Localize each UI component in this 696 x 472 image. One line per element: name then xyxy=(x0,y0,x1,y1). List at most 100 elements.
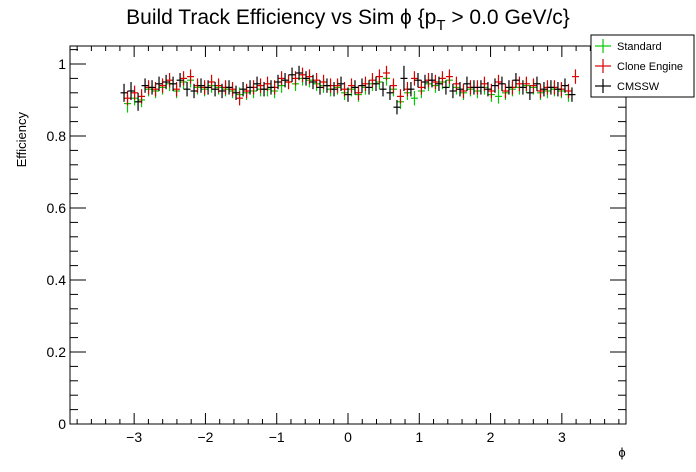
data-point xyxy=(239,82,247,97)
data-point xyxy=(501,83,509,99)
data-point xyxy=(428,73,436,88)
data-point xyxy=(393,100,401,115)
x-tick-label: 1 xyxy=(415,429,423,445)
data-point xyxy=(547,80,555,95)
data-point xyxy=(505,80,513,95)
x-axis-label: ϕ xyxy=(618,445,625,460)
data-point xyxy=(334,78,342,93)
legend-label: CMSSW xyxy=(617,81,660,93)
legend-entry-cmssw: CMSSW xyxy=(595,79,660,93)
data-point xyxy=(515,76,523,91)
data-point xyxy=(166,73,174,88)
data-point xyxy=(442,80,450,95)
data-point xyxy=(330,82,338,97)
data-point xyxy=(197,78,205,93)
data-point xyxy=(438,71,446,86)
data-point xyxy=(452,76,460,91)
data-point xyxy=(540,82,548,97)
data-point xyxy=(431,74,439,90)
y-tick-label: 0 xyxy=(58,416,66,432)
data-point xyxy=(358,78,366,93)
data-point xyxy=(571,69,579,84)
data-point xyxy=(498,76,506,91)
data-point xyxy=(127,82,135,100)
data-point xyxy=(449,83,457,99)
data-point xyxy=(414,73,422,88)
legend-label: Standard xyxy=(617,41,662,53)
data-point xyxy=(120,83,128,102)
data-point xyxy=(368,73,376,88)
data-point xyxy=(246,80,254,95)
data-point xyxy=(204,80,212,95)
data-point xyxy=(260,82,268,97)
data-point xyxy=(148,80,156,95)
data-point xyxy=(208,74,216,90)
data-point xyxy=(410,91,418,106)
data-point xyxy=(344,87,352,102)
data-point xyxy=(225,80,233,95)
y-tick-label: 0.2 xyxy=(47,344,67,360)
data-point xyxy=(211,82,219,97)
data-point xyxy=(320,74,328,90)
data-point xyxy=(243,83,251,99)
data-point xyxy=(494,74,502,90)
data-point xyxy=(176,73,184,88)
data-point xyxy=(365,80,373,95)
data-point xyxy=(494,89,502,104)
data-point xyxy=(169,76,177,91)
data-point xyxy=(361,76,369,91)
data-series xyxy=(120,65,579,115)
x-tick-label: −1 xyxy=(269,429,285,445)
data-point xyxy=(533,76,541,91)
x-tick-label: 3 xyxy=(558,429,566,445)
data-point xyxy=(484,82,492,97)
data-point xyxy=(389,78,397,93)
data-point xyxy=(257,78,265,93)
legend: Standard Clone Engine CMSSW xyxy=(590,34,695,98)
data-point xyxy=(281,73,289,88)
data-point xyxy=(299,67,307,82)
x-tick-label: 0 xyxy=(344,429,352,445)
data-point xyxy=(568,87,576,102)
y-tick-label: 1 xyxy=(58,56,66,72)
data-point xyxy=(313,73,321,88)
data-point xyxy=(417,80,425,95)
data-point xyxy=(295,65,303,81)
data-point xyxy=(459,83,467,99)
data-point xyxy=(138,89,146,104)
data-point xyxy=(162,74,170,90)
data-point xyxy=(159,78,167,93)
data-point xyxy=(187,69,195,84)
data-point xyxy=(229,82,237,97)
data-point xyxy=(155,76,163,91)
data-point xyxy=(309,74,317,90)
data-point xyxy=(278,71,286,86)
data-point xyxy=(487,83,495,99)
data-point xyxy=(302,71,310,86)
data-point xyxy=(421,74,429,90)
data-point xyxy=(375,69,383,84)
chart-title: Build Track Efficiency vs Sim ϕ {pT > 0.… xyxy=(126,6,570,34)
y-tick-label: 0.6 xyxy=(47,200,67,216)
data-point xyxy=(190,83,198,99)
data-point xyxy=(491,78,499,93)
data-point xyxy=(180,71,188,86)
x-tick-label: 2 xyxy=(487,429,495,445)
data-point xyxy=(218,83,226,99)
y-axis-label: Efficiency xyxy=(14,112,29,168)
data-point xyxy=(536,83,544,99)
data-point xyxy=(316,80,324,95)
y-tick-label: 0.4 xyxy=(47,272,67,288)
axis-ticks: −3 −2 −1 0 1 2 3 0 0.2 0.4 0.6 0.8 1 xyxy=(47,46,626,445)
data-point xyxy=(456,82,464,97)
data-point xyxy=(274,74,282,90)
data-point xyxy=(477,80,485,95)
x-tick-label: −3 xyxy=(126,429,142,445)
data-point xyxy=(396,89,404,104)
data-point xyxy=(236,91,244,106)
data-point xyxy=(386,85,394,100)
data-point xyxy=(337,76,345,91)
data-point xyxy=(253,76,261,91)
y-tick-label: 0.8 xyxy=(47,128,67,144)
